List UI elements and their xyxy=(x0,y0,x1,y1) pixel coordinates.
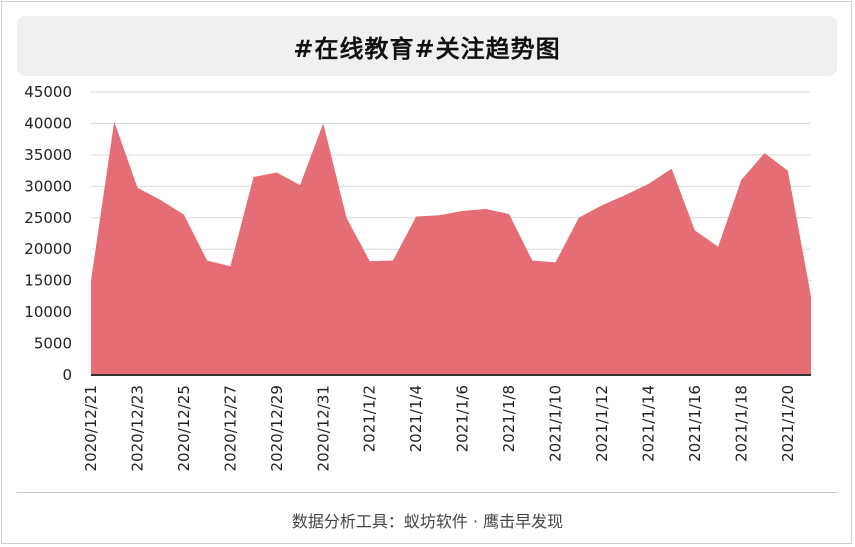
footer-divider xyxy=(17,492,837,493)
x-tick-label: 2021/1/8 xyxy=(500,385,518,452)
data-point xyxy=(601,204,603,206)
y-tick-label: 30000 xyxy=(24,177,72,195)
y-tick-label: 45000 xyxy=(24,83,72,101)
y-tick-label: 5000 xyxy=(34,335,72,353)
data-point xyxy=(555,261,557,263)
data-point xyxy=(647,183,649,185)
chart-title: #在线教育#关注趋势图 xyxy=(293,34,561,63)
data-point xyxy=(671,168,673,170)
data-point xyxy=(136,187,138,189)
data-point xyxy=(462,210,464,212)
x-tick-label: 2021/1/6 xyxy=(454,385,472,452)
x-tick-label: 2020/12/23 xyxy=(128,385,146,471)
y-tick-label: 40000 xyxy=(24,114,72,132)
data-point xyxy=(276,171,278,173)
data-point xyxy=(438,214,440,216)
data-point xyxy=(740,179,742,181)
data-point xyxy=(299,184,301,186)
x-tick-label: 2021/1/16 xyxy=(686,385,704,462)
x-tick-label: 2020/12/25 xyxy=(175,385,193,471)
y-tick-label: 0 xyxy=(62,366,72,384)
title-bar: #在线教育#关注趋势图 xyxy=(17,16,837,76)
data-point xyxy=(810,295,812,297)
data-point xyxy=(694,229,696,231)
data-point xyxy=(369,260,371,262)
x-tick-label: 2021/1/12 xyxy=(593,385,611,462)
x-tick-label: 2020/12/27 xyxy=(221,385,239,471)
y-tick-label: 20000 xyxy=(24,240,72,258)
data-point xyxy=(253,176,255,178)
data-point xyxy=(322,122,324,124)
x-tick-label: 2021/1/18 xyxy=(732,385,750,462)
data-point xyxy=(787,170,789,172)
data-point xyxy=(113,121,115,123)
data-point xyxy=(160,199,162,201)
y-tick-label: 35000 xyxy=(24,146,72,164)
data-point xyxy=(717,246,719,248)
data-point xyxy=(392,260,394,262)
data-point xyxy=(206,260,208,262)
footer-credit: 数据分析工具：蚁坊软件 · 鹰击早发现 xyxy=(291,512,564,531)
data-point xyxy=(485,208,487,210)
data-point xyxy=(764,152,766,154)
x-tick-label: 2021/1/14 xyxy=(639,385,657,462)
data-point xyxy=(531,260,533,262)
data-point xyxy=(415,216,417,218)
data-point xyxy=(229,265,231,267)
x-tick-label: 2021/1/4 xyxy=(407,385,425,452)
data-point xyxy=(578,217,580,219)
x-tick-label: 2020/12/31 xyxy=(314,385,332,471)
data-point xyxy=(508,213,510,215)
data-point xyxy=(90,280,92,282)
data-point xyxy=(345,217,347,219)
data-point xyxy=(183,214,185,216)
x-tick-label: 2021/1/10 xyxy=(547,385,565,462)
y-tick-label: 10000 xyxy=(24,303,72,321)
x-tick-label: 2021/1/20 xyxy=(779,385,797,462)
series-area xyxy=(91,121,811,376)
x-tick-label: 2020/12/21 xyxy=(82,385,100,471)
y-tick-label: 15000 xyxy=(24,272,72,290)
y-tick-label: 25000 xyxy=(24,209,72,227)
x-tick-label: 2021/1/2 xyxy=(361,385,379,452)
data-point xyxy=(624,194,626,196)
x-tick-label: 2020/12/29 xyxy=(268,385,286,471)
